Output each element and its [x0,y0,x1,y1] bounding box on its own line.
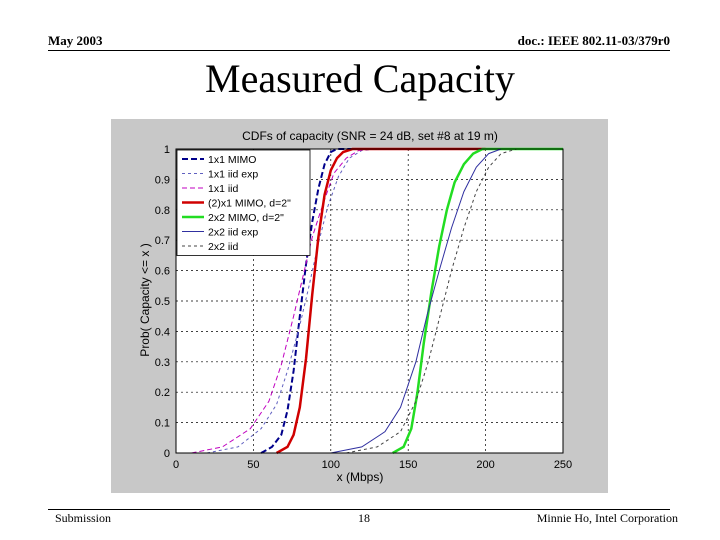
footer-submission: Submission [55,511,112,525]
tick-labels: 0 50 100 150 200 250 0 0.1 0.2 0.3 0.4 0.5 0.6 0.7 0.8… [155,144,572,471]
legend-label: 2x2 iid [208,241,239,253]
y-tick-label: 0.4 [155,326,170,338]
y-tick-label: 0.2 [155,387,170,399]
y-tick-label: 0.8 [155,205,170,217]
x-tick-label: 100 [322,459,340,471]
y-axis-label: Prob( Capacity <= x ) [138,243,152,356]
series-line-2 [206,148,378,454]
axes-frame [175,148,564,454]
y-tick-label: 0.9 [155,174,170,186]
legend-label: 1x1 MIMO [208,154,256,166]
x-tick-label: 50 [247,459,259,471]
legend-label: 2x2 MIMO, d=2" [208,212,284,224]
footer-author: Minnie Ho, Intel Corporation [536,511,678,525]
legend-label: 1x1 iid exp [208,169,258,181]
x-tick-label: 200 [476,459,494,471]
x-tick-label: 150 [399,459,417,471]
legend-label: 2x2 iid exp [208,227,258,239]
x-axis-label: x (Mbps) [337,470,384,484]
legend-label: (2)x1 MIMO, d=2" [208,198,291,210]
series-line-5 [392,147,563,455]
y-tick-label: 0.3 [155,357,170,369]
legend-label: 1x1 iid [208,183,239,195]
header-date: May 2003 [48,33,103,48]
header-rule [48,50,670,51]
y-tick-label: 0 [164,448,170,460]
series-line-4 [275,147,486,455]
footer-page-number: 18 [358,511,370,525]
footer-rule [48,509,670,510]
legend: 1x1 MIMO 1x1 iid exp 1x1 iid (2)x1 MIMO, d=… [176,149,311,256]
x-tick-label: 0 [173,459,179,471]
x-tick-label: 250 [554,459,572,471]
series-layer [191,147,563,455]
chart-title: CDFs of capacity (SNR = 24 dB, set #8 at… [242,129,498,143]
y-tick-label: 0.7 [155,235,170,247]
y-tick-label: 1 [164,144,170,156]
y-tick-label: 0.6 [155,266,170,278]
header-doc-id: doc.: IEEE 802.11-03/379r0 [517,33,670,48]
y-tick-label: 0.1 [155,418,170,430]
y-tick-label: 0.5 [155,296,170,308]
series-line-7 [346,148,517,454]
series-line-3 [191,148,375,454]
slide-title: Measured Capacity [205,56,515,101]
series-line-6 [330,148,502,454]
